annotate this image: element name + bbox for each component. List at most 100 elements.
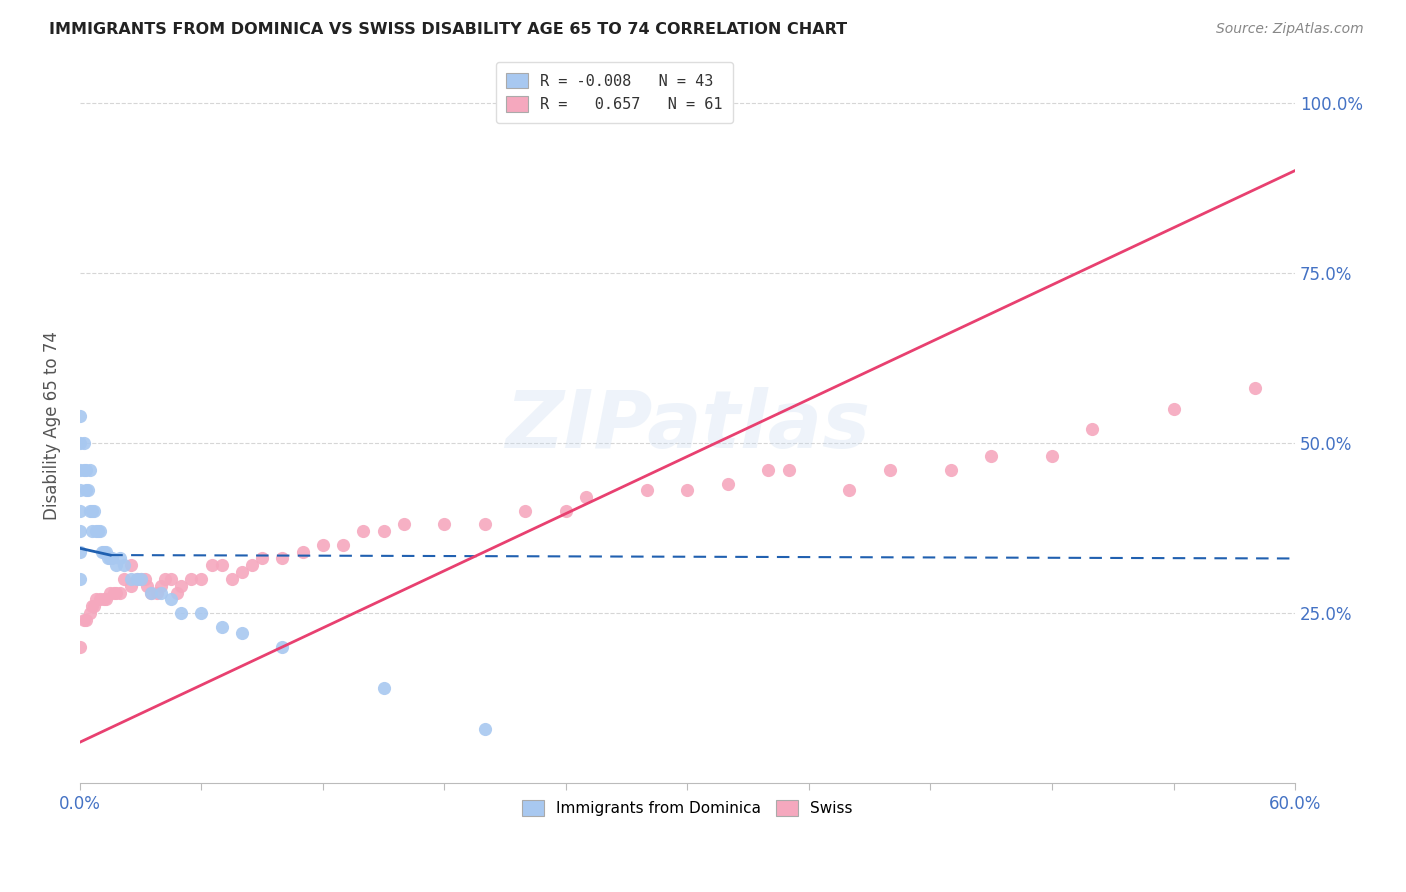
Point	[83, 599, 105, 613]
Point	[135, 579, 157, 593]
Point	[77, 483, 100, 498]
Point	[676, 483, 699, 498]
Point	[332, 538, 354, 552]
Point	[75, 613, 97, 627]
Point	[125, 572, 148, 586]
Point	[636, 483, 658, 498]
Point	[110, 585, 132, 599]
Point	[1081, 422, 1104, 436]
Point	[79, 606, 101, 620]
Point	[160, 572, 183, 586]
Point	[105, 585, 128, 599]
Point	[271, 640, 294, 654]
Point	[170, 606, 193, 620]
Point	[89, 524, 111, 539]
Point	[758, 463, 780, 477]
Point	[93, 544, 115, 558]
Point	[153, 572, 176, 586]
Point	[139, 585, 162, 599]
Point	[211, 558, 233, 573]
Point	[515, 504, 537, 518]
Point	[200, 558, 222, 573]
Point	[373, 524, 395, 539]
Legend: Immigrants from Dominica, Swiss: Immigrants from Dominica, Swiss	[513, 791, 862, 825]
Point	[139, 585, 162, 599]
Point	[170, 579, 193, 593]
Point	[250, 551, 273, 566]
Point	[101, 551, 124, 566]
Point	[221, 572, 243, 586]
Point	[120, 579, 142, 593]
Point	[1243, 381, 1265, 395]
Point	[433, 517, 456, 532]
Point	[231, 626, 253, 640]
Point	[110, 551, 132, 566]
Point	[939, 463, 962, 477]
Text: Source: ZipAtlas.com: Source: ZipAtlas.com	[1216, 22, 1364, 37]
Point	[352, 524, 374, 539]
Text: ZIPatlas: ZIPatlas	[505, 387, 870, 465]
Point	[75, 483, 97, 498]
Point	[120, 558, 142, 573]
Point	[190, 606, 212, 620]
Point	[98, 551, 121, 566]
Point	[79, 504, 101, 518]
Point	[392, 517, 415, 532]
Point	[778, 463, 800, 477]
Point	[291, 544, 314, 558]
Point	[1040, 450, 1063, 464]
Point	[980, 450, 1002, 464]
Point	[474, 517, 496, 532]
Point	[69, 483, 91, 498]
Point	[84, 524, 107, 539]
Point	[190, 572, 212, 586]
Point	[83, 504, 105, 518]
Point	[105, 558, 128, 573]
Point	[112, 572, 135, 586]
Text: IMMIGRANTS FROM DOMINICA VS SWISS DISABILITY AGE 65 TO 74 CORRELATION CHART: IMMIGRANTS FROM DOMINICA VS SWISS DISABI…	[49, 22, 848, 37]
Point	[838, 483, 860, 498]
Point	[87, 524, 110, 539]
Point	[73, 463, 96, 477]
Point	[91, 544, 114, 558]
Point	[97, 551, 120, 566]
Point	[149, 579, 172, 593]
Point	[69, 409, 91, 423]
Point	[69, 572, 91, 586]
Point	[84, 592, 107, 607]
Point	[79, 463, 101, 477]
Point	[271, 551, 294, 566]
Point	[129, 572, 152, 586]
Point	[69, 504, 91, 518]
Point	[80, 524, 103, 539]
Point	[166, 585, 188, 599]
Point	[120, 572, 142, 586]
Point	[125, 572, 148, 586]
Point	[89, 592, 111, 607]
Point	[717, 476, 740, 491]
Point	[373, 681, 395, 695]
Point	[180, 572, 202, 586]
Point	[69, 435, 91, 450]
Point	[312, 538, 335, 552]
Point	[69, 640, 91, 654]
Point	[98, 585, 121, 599]
Point	[96, 592, 118, 607]
Point	[75, 463, 97, 477]
Point	[96, 544, 118, 558]
Point	[134, 572, 156, 586]
Point	[211, 619, 233, 633]
Point	[80, 599, 103, 613]
Point	[231, 565, 253, 579]
Point	[103, 585, 125, 599]
Point	[575, 490, 598, 504]
Point	[474, 722, 496, 736]
Point	[80, 504, 103, 518]
Point	[69, 463, 91, 477]
Point	[240, 558, 263, 573]
Point	[69, 544, 91, 558]
Point	[129, 572, 152, 586]
Point	[73, 613, 96, 627]
Point	[73, 435, 96, 450]
Point	[879, 463, 901, 477]
